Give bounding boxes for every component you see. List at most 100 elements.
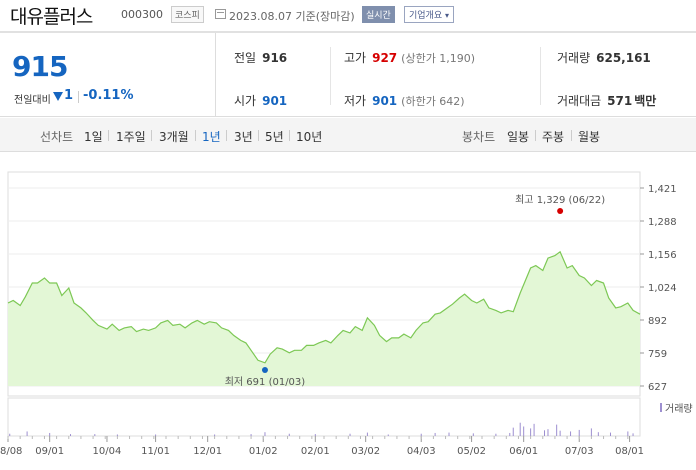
amount-unit: 백만 xyxy=(634,94,657,108)
volume-bar xyxy=(472,433,474,436)
change-value: 1 xyxy=(64,88,74,103)
y-tick-label: 627 xyxy=(648,382,667,393)
plot-area xyxy=(7,171,641,397)
volume-legend-swatch xyxy=(660,403,662,412)
high-point-marker xyxy=(557,207,564,214)
low-point-marker xyxy=(261,367,268,374)
volume-bar xyxy=(509,432,511,436)
candle-chart-label: 봉차트 xyxy=(462,130,496,144)
divider xyxy=(330,47,331,105)
tab-10y[interactable]: 10년 xyxy=(296,130,323,144)
x-tick-label: 06/01 xyxy=(509,446,538,457)
high-label: 고가 xyxy=(344,51,367,65)
price-panel: 915 전일대비 1 -0.11% xyxy=(0,33,216,117)
tab-3m[interactable]: 3개월 xyxy=(159,130,189,144)
volume-bar xyxy=(609,432,611,436)
x-tick-label: 03/02 xyxy=(351,446,380,457)
low-annotation: 최저 691 (01/03) xyxy=(225,376,306,388)
volume-bar xyxy=(420,433,422,436)
volume-bar xyxy=(495,433,497,436)
tab-3y[interactable]: 3년 xyxy=(234,130,253,144)
volume-value: 625,161 xyxy=(596,51,651,65)
y-tick-label: 1,156 xyxy=(648,250,677,261)
prev-close-label: 전일 xyxy=(234,51,257,65)
tab-monthly[interactable]: 월봉 xyxy=(578,130,601,144)
volume-bar xyxy=(434,432,436,436)
volume-bar xyxy=(264,432,266,436)
high-price: 고가 927 (상한가 1,190) xyxy=(344,49,475,66)
x-tick-label: 07/03 xyxy=(565,446,594,457)
open-value: 901 xyxy=(262,94,288,108)
market-badge: 코스피 xyxy=(171,6,204,23)
volume-bar xyxy=(632,433,634,436)
quote-date: 2023.08.07 기준(장마감) xyxy=(229,10,355,23)
volume-bar xyxy=(314,434,316,436)
company-info-dropdown[interactable]: 기업개요 ▾ xyxy=(404,6,455,23)
price-area-fill xyxy=(8,251,640,386)
calendar-icon xyxy=(215,9,226,19)
volume-label: 거래량 xyxy=(557,51,591,65)
divider xyxy=(151,130,152,141)
volume-bar xyxy=(288,433,290,436)
volume-bar xyxy=(556,424,558,436)
prev-close-value: 916 xyxy=(262,51,288,65)
x-tick-label: 02/01 xyxy=(301,446,330,457)
lower-limit: (하한가 642) xyxy=(401,95,465,108)
tab-1d[interactable]: 1일 xyxy=(84,130,103,144)
volume-bar xyxy=(94,434,96,436)
volume-bar xyxy=(578,429,580,436)
low-label: 저가 xyxy=(344,94,367,108)
x-tick-label: 09/01 xyxy=(35,446,64,457)
y-tick-label: 892 xyxy=(648,316,667,327)
y-tick-label: 759 xyxy=(648,349,667,360)
volume-bar xyxy=(214,434,216,436)
x-tick-label: 11/01 xyxy=(141,446,170,457)
x-tick-label: 01/02 xyxy=(249,446,278,457)
open-label: 시가 xyxy=(234,94,257,108)
high-annotation: 최고 1,329 (06/22) xyxy=(515,194,605,206)
low-value: 901 xyxy=(372,94,398,108)
volume-bar xyxy=(597,432,599,436)
tab-1w[interactable]: 1주일 xyxy=(116,130,146,144)
low-price: 저가 901 (하한가 642) xyxy=(344,92,465,109)
stock-header: 대유플러스 000300 코스피 2023.08.07 기준(장마감) 실시간 … xyxy=(0,0,696,30)
volume-bar xyxy=(533,423,535,436)
stock-name: 대유플러스 xyxy=(10,6,93,28)
volume-bar xyxy=(366,432,368,436)
volume-bar xyxy=(547,429,549,436)
x-tick-label: 10/04 xyxy=(93,446,122,457)
volume-bar xyxy=(250,434,252,436)
realtime-button[interactable]: 실시간 xyxy=(362,6,395,23)
volume-bar xyxy=(9,433,11,436)
volume: 거래량 625,161 xyxy=(557,49,651,66)
volume-bar xyxy=(448,432,450,436)
x-tick-label: 08/01 xyxy=(615,446,644,457)
down-arrow-icon xyxy=(53,92,63,101)
y-tick-label: 1,288 xyxy=(648,217,677,228)
volume-bar xyxy=(590,428,592,436)
change-label: 전일대비 xyxy=(14,95,51,106)
upper-limit: (상한가 1,190) xyxy=(401,52,476,65)
stock-code: 000300 xyxy=(121,8,163,21)
volume-bar xyxy=(523,426,525,436)
volume-bar xyxy=(512,427,514,436)
x-tick-label: 12/01 xyxy=(193,446,222,457)
tab-1y[interactable]: 1년 xyxy=(202,130,221,144)
change-percent: -0.11% xyxy=(83,88,134,103)
prev-close: 전일 916 xyxy=(234,49,287,66)
divider xyxy=(289,130,290,141)
amount-value: 571 xyxy=(607,94,633,108)
trade-amount: 거래대금 571 백만 xyxy=(557,92,656,109)
volume-bar xyxy=(116,434,118,436)
tab-5y[interactable]: 5년 xyxy=(265,130,284,144)
tab-weekly[interactable]: 주봉 xyxy=(542,130,565,144)
line-chart-label: 선차트 xyxy=(40,130,74,144)
tab-daily[interactable]: 일봉 xyxy=(507,130,530,144)
volume-bar xyxy=(544,430,546,436)
divider xyxy=(258,130,259,141)
x-tick-label: 04/03 xyxy=(407,446,436,457)
divider xyxy=(78,91,79,103)
volume-bar xyxy=(559,430,561,436)
y-tick-label: 1,421 xyxy=(648,184,677,195)
